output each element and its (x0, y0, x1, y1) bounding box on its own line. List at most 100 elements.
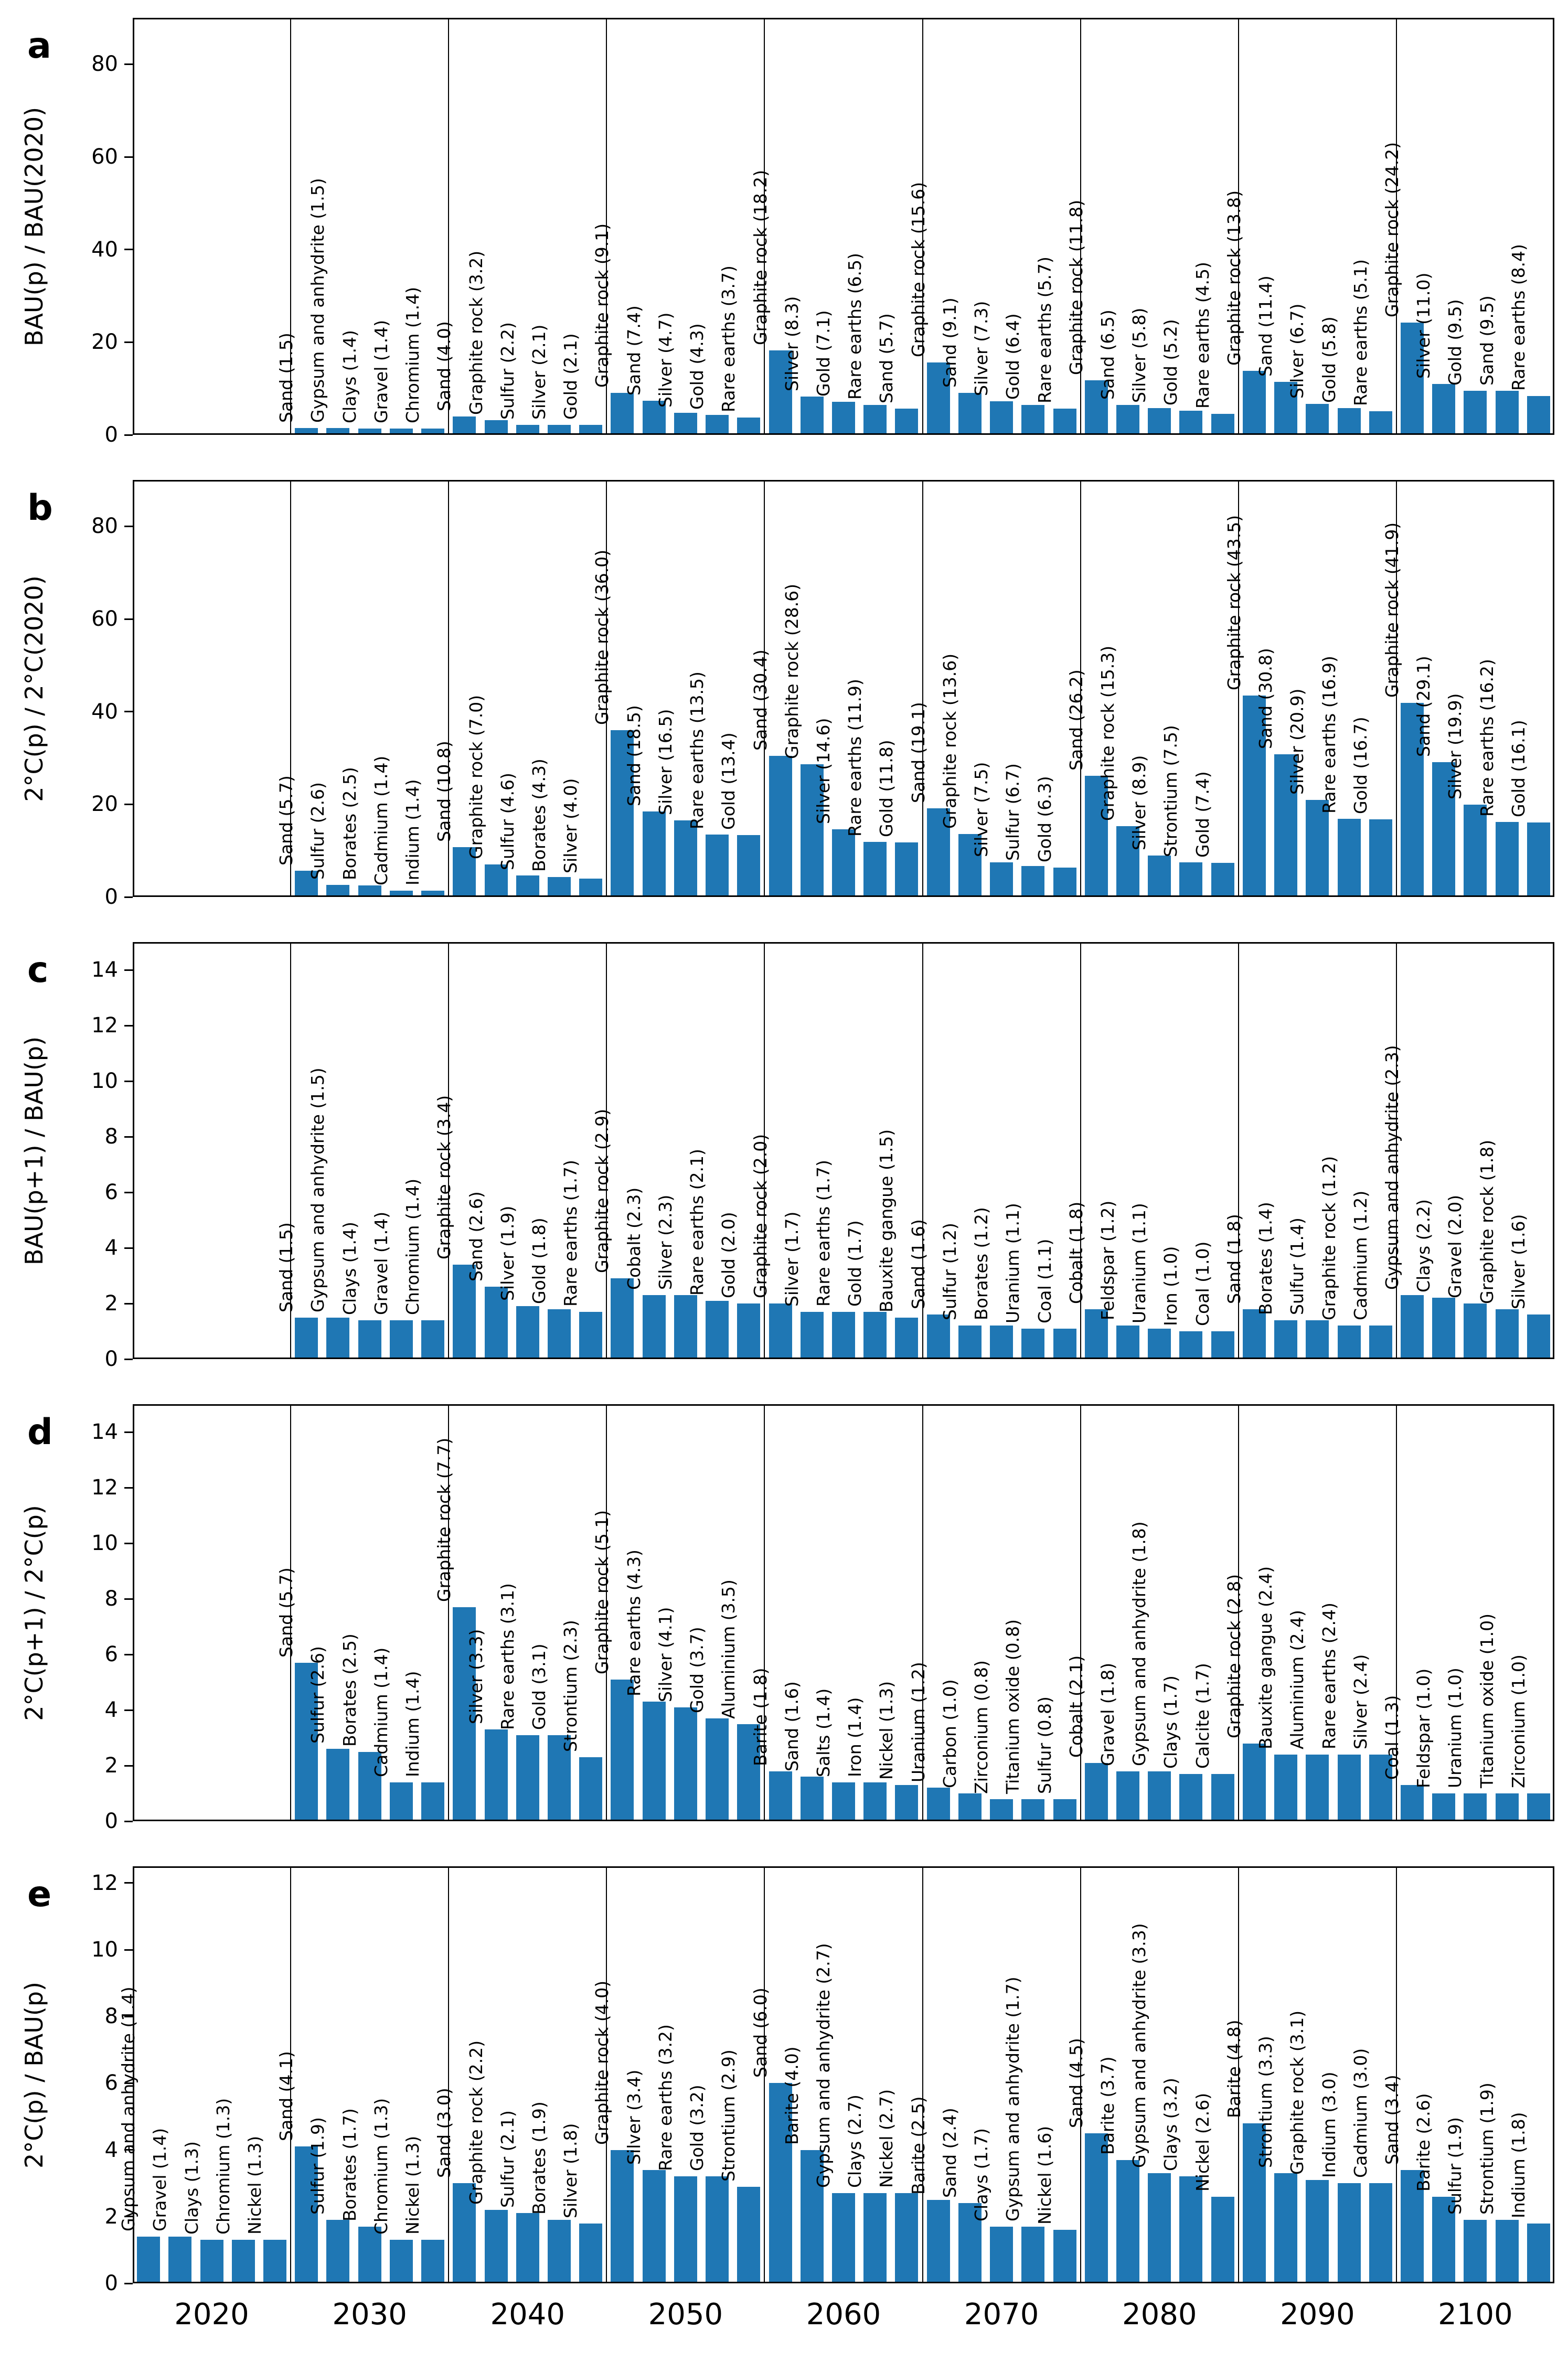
decade-separator (922, 942, 923, 1359)
decade-separator (764, 18, 765, 435)
bar (737, 1303, 761, 1359)
bar-label: Borates (1.4) (1255, 1202, 1276, 1315)
bar (358, 2226, 381, 2283)
bar-label: Gypsum and anhydrite (2.3) (1382, 1045, 1402, 1290)
bar-label: Rare earths (16.9) (1318, 655, 1339, 814)
bar (706, 2176, 729, 2283)
bar (1274, 382, 1298, 435)
x-tick-label: 2060 (806, 2297, 881, 2332)
bar (1116, 826, 1139, 897)
y-tick-mark (124, 618, 133, 620)
bar-label: Graphite rock (7.0) (465, 695, 486, 860)
bar (1211, 1773, 1234, 1821)
bar-label: Rare earths (1.7) (560, 1159, 581, 1307)
bar (800, 1777, 824, 1821)
bar-label: Strontium (7.5) (1160, 725, 1181, 857)
bar (484, 1729, 508, 1821)
bar (958, 1326, 982, 1359)
x-tick-label: 2100 (1438, 2297, 1513, 2332)
bar (706, 415, 729, 435)
bar (706, 1718, 729, 1821)
bar (326, 1317, 350, 1359)
panel-b: b 2°C(p) / 2°C(2020) 0 20 40 60 80 Sand (5.7) Su… (0, 480, 1568, 909)
bar-label: Gold (3.2) (687, 2085, 708, 2172)
bar (1242, 2123, 1266, 2283)
bar (1242, 1743, 1266, 1821)
bar (579, 1757, 603, 1821)
panel-e: e 2°C(p) / BAU(p) 0 2 4 6 8 10 12 Gypsum and anhy… (0, 1866, 1568, 2332)
decade-separator (606, 1866, 607, 2283)
bar-label: Borates (4.3) (529, 758, 549, 872)
bar (1179, 411, 1203, 435)
bar-label: Nickel (2.7) (876, 2089, 897, 2188)
bar (642, 1295, 666, 1359)
bar-label: Barite (2.5) (908, 2096, 929, 2195)
bar-label: Gypsum and anhydrite (3.3) (1129, 1923, 1150, 2168)
bar (642, 2169, 666, 2283)
bar-label: Silver (14.6) (813, 718, 834, 825)
bar (895, 408, 919, 435)
bar (642, 1702, 666, 1821)
y-tick-label: 40 (91, 237, 118, 262)
y-tick-label: 2 (104, 1291, 118, 1316)
bar (895, 2193, 919, 2283)
bar (1021, 2226, 1045, 2283)
bar-label: Silver (16.5) (655, 709, 676, 816)
bar-label: Graphite rock (2.2) (465, 2040, 486, 2205)
bar-label: Gold (3.1) (529, 1643, 549, 1730)
decade-separator (290, 480, 292, 897)
bar-label: Barite (1.8) (750, 1668, 771, 1766)
x-tick-label: 2090 (1280, 2297, 1355, 2332)
y-tick-label: 2 (104, 1754, 118, 1778)
bar-label: Coal (1.1) (1034, 1238, 1055, 1323)
bar-label: Graphite rock (36.0) (592, 549, 613, 725)
bar-label: Gold (6.3) (1034, 776, 1055, 863)
bar (1369, 1326, 1392, 1359)
bar (579, 425, 603, 435)
bar (674, 2176, 697, 2283)
bar (1337, 2183, 1361, 2283)
bar-label: Bauxite gangue (1.5) (876, 1129, 897, 1312)
y-tick-mark (124, 525, 133, 527)
bar (1116, 404, 1139, 435)
bar-label: Chromium (1.4) (402, 286, 423, 423)
bar (1084, 2133, 1108, 2283)
bar-label: Sand (30.4) (750, 649, 771, 751)
bar (295, 870, 318, 897)
y-tick-mark (124, 2149, 133, 2151)
decade-separator (290, 1404, 292, 1821)
bar (1053, 1799, 1076, 1821)
bar-label: Bauxite gangue (2.4) (1255, 1566, 1276, 1749)
decade-separator (1238, 1404, 1239, 1821)
bar-label: Graphite rock (15.3) (1097, 645, 1118, 821)
bar (516, 2213, 539, 2283)
x-tick-label: 2080 (1122, 2297, 1197, 2332)
bar (642, 811, 666, 897)
bar-label: Graphite rock (2.9) (592, 1109, 613, 1274)
bar-label: Feldspar (1.0) (1413, 1668, 1434, 1788)
bar (863, 1311, 887, 1359)
bar-label: Clays (3.2) (1160, 2078, 1181, 2172)
bar-label: Barite (3.7) (1097, 2056, 1118, 2155)
bar-label: Rare earths (5.7) (1034, 256, 1055, 403)
bar (1179, 1773, 1203, 1821)
bar (1337, 1754, 1361, 1821)
y-tick-mark (124, 2015, 133, 2017)
bar-label: Borates (1.9) (529, 2101, 549, 2215)
decade-separator (764, 942, 765, 1359)
bar (295, 427, 318, 435)
decade-separator (764, 1404, 765, 1821)
bar (453, 1264, 476, 1359)
bar-label: Sand (30.8) (1255, 648, 1276, 749)
bar (990, 1326, 1014, 1359)
bar-label: Sulfur (1.2) (939, 1223, 960, 1321)
y-tick-mark (124, 1765, 133, 1767)
bar-label: Sand (10.8) (434, 740, 455, 842)
bar (1306, 2179, 1329, 2283)
bar (1242, 1309, 1266, 1359)
bar-label: Silver (2.3) (655, 1194, 676, 1290)
bar (358, 428, 381, 435)
bar (516, 424, 539, 435)
bar-label: Gold (2.0) (718, 1212, 739, 1298)
